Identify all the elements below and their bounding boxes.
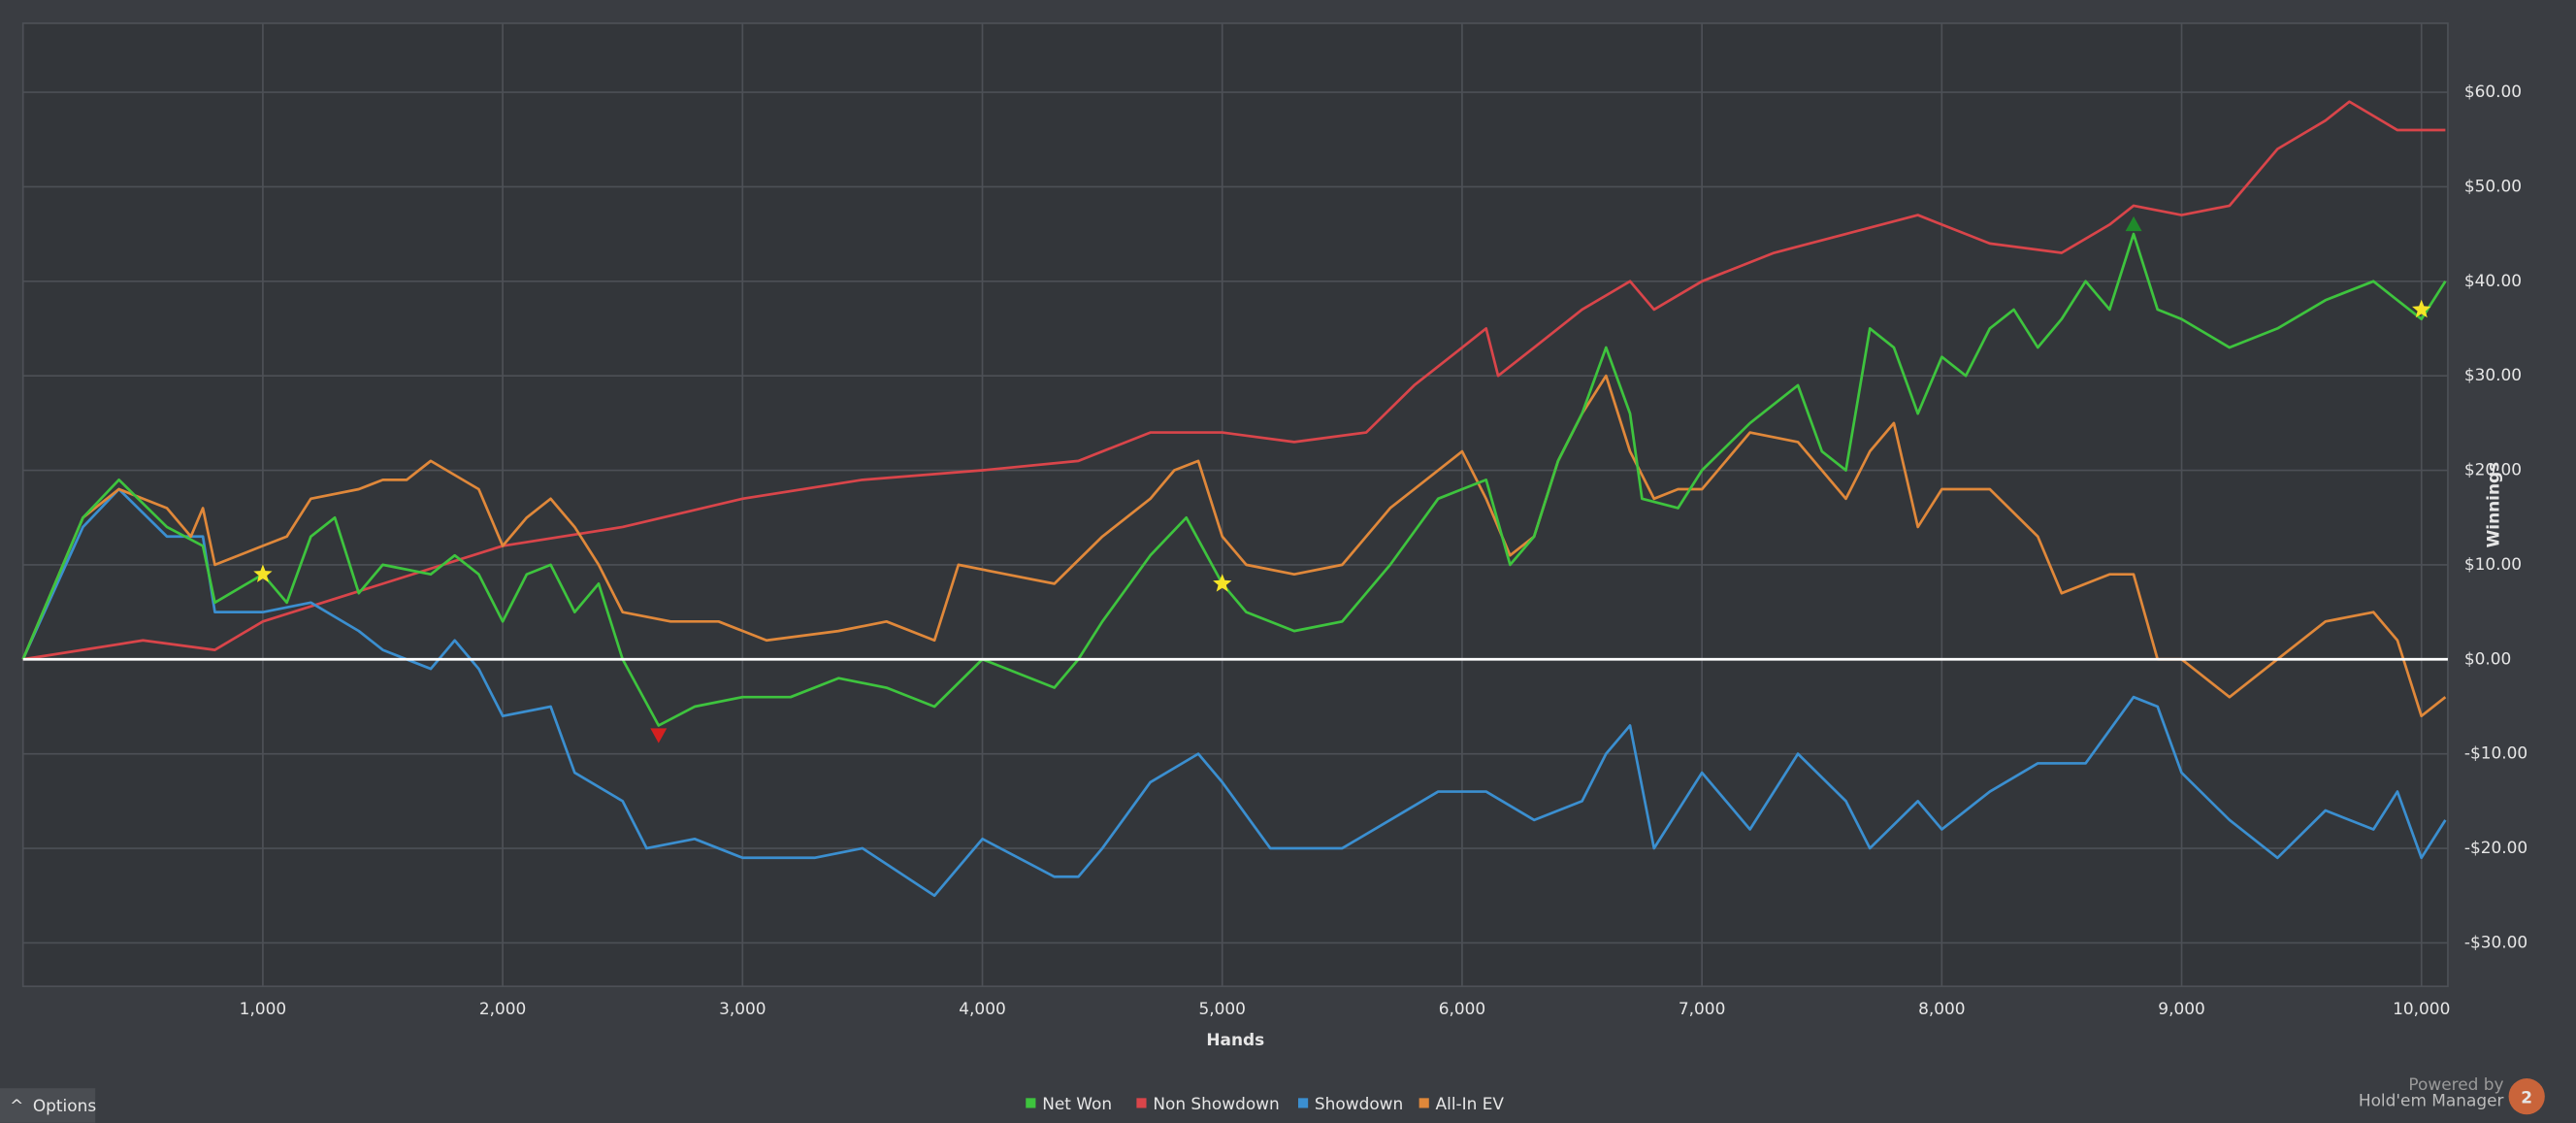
y-tick-label: $30.00 xyxy=(2464,365,2522,384)
marker xyxy=(2412,299,2431,318)
marker xyxy=(2125,215,2142,232)
y-tick-label: -$20.00 xyxy=(2464,838,2527,857)
logo-text: 2 xyxy=(2521,1087,2532,1106)
series-line xyxy=(21,232,2447,727)
legend-label: Net Won xyxy=(1042,1094,1112,1113)
x-axis-title: Hands xyxy=(1206,1030,1264,1049)
options-label: Options xyxy=(33,1096,96,1115)
legend-label: All-In EV xyxy=(1436,1094,1505,1113)
x-tick-label: 8,000 xyxy=(1918,999,1965,1018)
brand: Hold'em Manager xyxy=(2359,1091,2504,1110)
y-axis-title: Winnings xyxy=(2483,462,2502,548)
logo xyxy=(2508,1078,2545,1115)
y-tick-label: $50.00 xyxy=(2464,176,2522,195)
options-bg xyxy=(0,1088,96,1123)
options-button[interactable]: ^ Options xyxy=(0,1088,96,1123)
legend-swatch xyxy=(1136,1098,1147,1108)
options-caret: ^ xyxy=(10,1096,23,1115)
x-tick-label: 5,000 xyxy=(1198,999,1245,1018)
x-tick-label: 1,000 xyxy=(240,999,286,1018)
x-tick-label: 6,000 xyxy=(1439,999,1485,1018)
legend-swatch xyxy=(1297,1098,1309,1108)
marker xyxy=(1213,574,1232,592)
y-tick-label: $60.00 xyxy=(2464,82,2522,101)
y-tick-label: $40.00 xyxy=(2464,271,2522,290)
legend-label: Non Showdown xyxy=(1153,1094,1279,1113)
x-tick-label: 2,000 xyxy=(479,999,526,1018)
x-tick-label: 3,000 xyxy=(719,999,766,1018)
series-line xyxy=(22,100,2446,661)
x-tick-label: 4,000 xyxy=(959,999,1005,1018)
powered-by: Powered by xyxy=(2408,1074,2503,1094)
plot-area xyxy=(21,22,2449,988)
y-tick-label: $0.00 xyxy=(2464,648,2511,668)
legend-swatch xyxy=(1026,1098,1036,1108)
series-line xyxy=(21,487,2447,898)
series-line xyxy=(21,374,2447,718)
x-tick-label: 7,000 xyxy=(1679,999,1725,1018)
legend-swatch xyxy=(1418,1098,1429,1108)
y-tick-label: $10.00 xyxy=(2464,554,2522,574)
y-tick-label: -$10.00 xyxy=(2464,743,2527,763)
y-tick-label: -$30.00 xyxy=(2464,932,2527,951)
x-tick-label: 10,000 xyxy=(2393,999,2450,1018)
x-tick-label: 9,000 xyxy=(2158,999,2204,1018)
y-tick-label: $20.00 xyxy=(2464,460,2522,479)
marker xyxy=(650,728,668,743)
marker xyxy=(253,564,273,582)
legend-label: Showdown xyxy=(1315,1094,1403,1113)
